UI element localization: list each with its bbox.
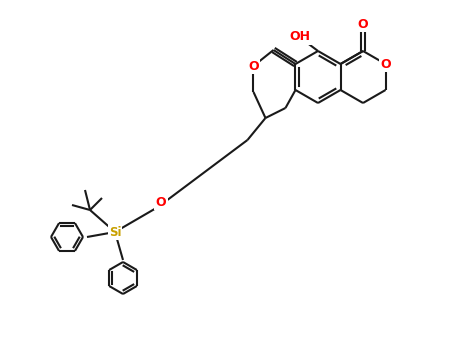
Text: O: O xyxy=(358,18,369,30)
Text: O: O xyxy=(156,196,167,209)
Text: Si: Si xyxy=(109,225,121,238)
Text: O: O xyxy=(380,57,391,70)
Text: O: O xyxy=(248,60,259,72)
Text: OH: OH xyxy=(289,30,310,43)
